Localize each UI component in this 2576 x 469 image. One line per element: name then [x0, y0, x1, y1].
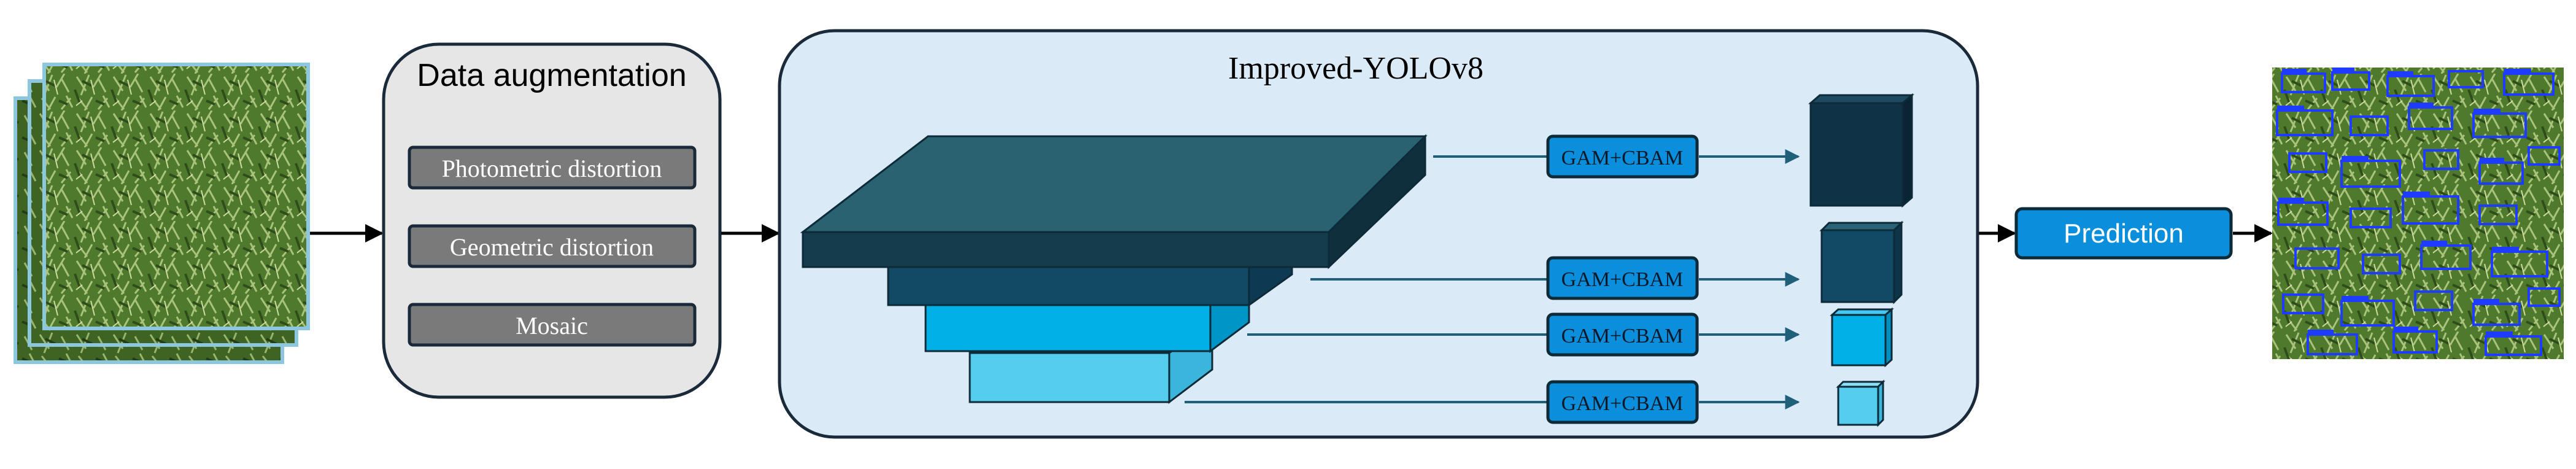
- attention-module-2-box: [1546, 256, 1699, 300]
- feature-cube-1: [1808, 93, 1915, 208]
- feature-cube-1-side: [1901, 93, 1913, 208]
- backbone-pyramid: [800, 134, 1428, 405]
- attention-module-2: GAM+CBAM: [1546, 256, 1699, 300]
- model-panel: Improved-YOLOv8 GAM+CBAM: [778, 29, 1979, 439]
- output-detection-image: [2272, 68, 2564, 359]
- feature-cube-2: [1819, 220, 1904, 304]
- input-image-stack: [14, 63, 310, 364]
- augmentation-panel: Data augmentation Photometric distortion…: [382, 42, 722, 399]
- prediction-label: Prediction: [2064, 219, 2184, 249]
- geometric-distortion-label: Geometric distortion: [450, 233, 654, 261]
- backbone-layer-1-side: [1328, 134, 1426, 269]
- attention-module-4-label: GAM+CBAM: [1561, 392, 1684, 415]
- feature-cube-4-front: [1837, 386, 1879, 426]
- augmentation-title: Data augmentation: [417, 58, 686, 93]
- backbone-layer-2-front: [887, 266, 1250, 306]
- attention-module-1: GAM+CBAM: [1546, 134, 1699, 179]
- feature-cube-4: [1836, 379, 1886, 427]
- backbone-layer-3-front: [924, 304, 1212, 352]
- feature-cube-2-side: [1893, 220, 1903, 304]
- input-image-front: [42, 63, 310, 330]
- attention-module-4: GAM+CBAM: [1546, 380, 1699, 424]
- attention-module-1-box: [1546, 134, 1699, 179]
- attention-module-1-label: GAM+CBAM: [1561, 147, 1684, 169]
- detection-tags: [2277, 68, 2531, 338]
- attention-module-2-label: GAM+CBAM: [1561, 268, 1684, 291]
- backbone-layer-1-front: [802, 231, 1330, 268]
- feature-cube-3: [1830, 307, 1894, 368]
- attention-module-3-box: [1546, 312, 1699, 357]
- model-title: Improved-YOLOv8: [1228, 51, 1483, 86]
- feature-cube-3-front: [1831, 314, 1887, 366]
- mosaic-box: [408, 303, 697, 347]
- geometric-distortion-box: [408, 224, 697, 268]
- prediction-box: [2014, 207, 2233, 260]
- feature-cube-2-front: [1820, 229, 1895, 303]
- backbone-layer-4-front: [969, 352, 1170, 403]
- attention-module-4-box: [1546, 380, 1699, 424]
- feature-cube-1-top: [1808, 94, 1915, 104]
- feature-cube-2-top: [1819, 222, 1904, 231]
- prediction-stage: Prediction: [2014, 207, 2233, 260]
- photometric-distortion-box: [408, 145, 697, 190]
- attention-module-3: GAM+CBAM: [1546, 312, 1699, 357]
- attention-module-3-label: GAM+CBAM: [1561, 325, 1684, 347]
- feature-cube-1-front: [1809, 102, 1904, 207]
- photometric-distortion-label: Photometric distortion: [442, 155, 662, 182]
- mosaic-label: Mosaic: [516, 312, 588, 339]
